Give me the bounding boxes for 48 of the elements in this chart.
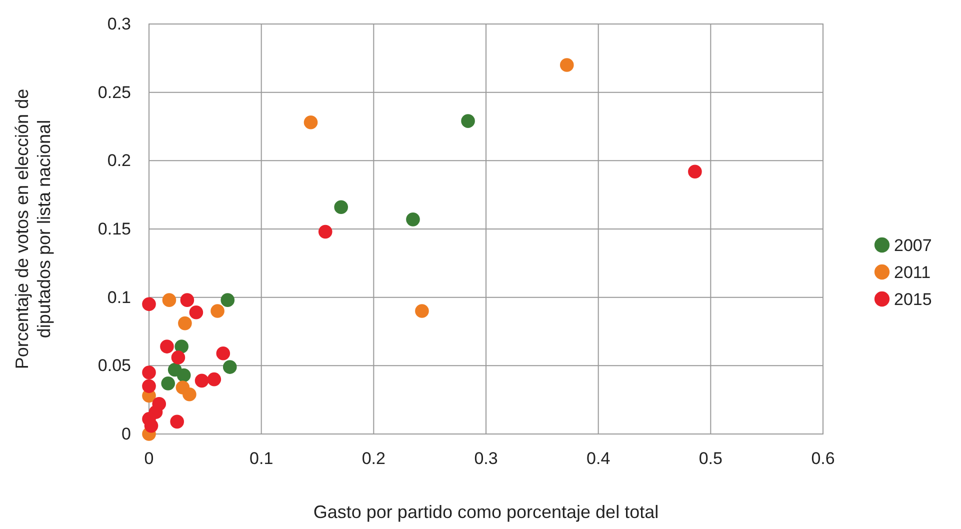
y-tick-label: 0.25 (98, 82, 131, 102)
point (216, 346, 230, 360)
point (161, 376, 176, 390)
point (176, 368, 191, 382)
y-axis-title: Porcentaje de votos en elección de diputados por lista nacional (12, 88, 54, 370)
x-tick-label: 0.3 (474, 449, 498, 468)
point (406, 212, 420, 226)
point (688, 164, 702, 178)
point (174, 340, 188, 354)
point (180, 293, 194, 307)
x-tick-label: 0.5 (698, 449, 722, 468)
legend-label: 2007 (894, 236, 932, 255)
x-tick-label: 0.1 (250, 449, 274, 468)
point (560, 58, 574, 72)
y-tick-label: 0.15 (98, 219, 131, 238)
y-tick-label: 0.05 (98, 356, 131, 376)
point (142, 366, 156, 380)
point (304, 116, 318, 130)
point (178, 316, 192, 330)
y-tick-label: 0.2 (107, 151, 131, 170)
point (210, 304, 224, 318)
x-tick-label: 0 (144, 449, 154, 468)
point (182, 387, 196, 402)
y-tick-label: 0 (122, 424, 131, 444)
x-tick-label: 0.4 (586, 449, 610, 468)
point (207, 372, 222, 386)
legend-label: 2011 (894, 263, 931, 282)
point (144, 418, 158, 433)
point (189, 305, 204, 320)
point (142, 297, 156, 312)
y-tick-label: 0.3 (107, 14, 131, 34)
x-tick-label: 0.6 (811, 449, 835, 468)
point (162, 293, 176, 307)
point (160, 340, 174, 354)
legend-label: 2015 (894, 290, 932, 309)
point (334, 200, 348, 214)
y-tick-label: 0.1 (107, 288, 131, 307)
point (170, 414, 184, 429)
point (461, 114, 475, 128)
point (220, 293, 235, 307)
point (222, 360, 237, 374)
x-tick-label: 0.2 (362, 449, 386, 468)
point (415, 304, 429, 318)
point (318, 224, 332, 239)
point (171, 350, 186, 364)
x-axis-title: Gasto por partido como porcentaje del total (313, 502, 659, 522)
point (194, 374, 209, 388)
point (142, 379, 156, 394)
